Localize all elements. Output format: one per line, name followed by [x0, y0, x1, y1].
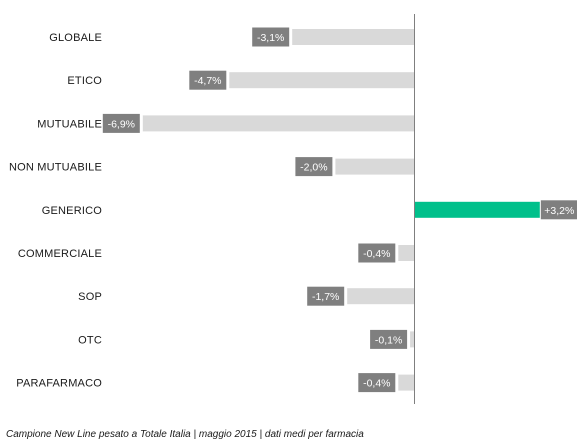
- value-label: -0,4%: [363, 248, 390, 260]
- category-label: GENERICO: [42, 205, 103, 217]
- value-label-box: [295, 157, 333, 177]
- value-label-box: [189, 70, 227, 90]
- value-label: -1,7%: [312, 291, 339, 303]
- value-label: -0,4%: [363, 378, 390, 390]
- bar-globale: [292, 29, 414, 45]
- footnote: Campione New Line pesato a Totale Italia…: [6, 429, 364, 440]
- value-label-box: [358, 373, 396, 393]
- value-label-box: [540, 200, 577, 220]
- category-label: SOP: [78, 291, 102, 303]
- value-label: -3,1%: [257, 32, 284, 44]
- value-label-box: [252, 27, 290, 47]
- value-label-box: [307, 286, 345, 306]
- value-label: -2,0%: [300, 162, 327, 174]
- value-label-box: [370, 329, 408, 349]
- value-label: -4,7%: [194, 75, 221, 87]
- bar-generico: [414, 201, 540, 218]
- category-label: ETICO: [67, 75, 102, 87]
- category-label: COMMERCIALE: [18, 248, 102, 260]
- bar-commerciale: [398, 245, 414, 261]
- bar-etico: [229, 72, 414, 89]
- value-label: +3,2%: [544, 205, 574, 217]
- value-label: -0,1%: [375, 334, 402, 346]
- bar-non-mutuabile: [335, 158, 414, 175]
- value-label: -6,9%: [108, 118, 135, 130]
- category-label: NON MUTUABILE: [9, 162, 102, 174]
- category-label: MUTUABILE: [37, 118, 102, 130]
- bar-otc: [410, 331, 414, 348]
- category-label: OTC: [78, 334, 102, 346]
- bars-layer: [142, 29, 540, 391]
- category-label: GLOBALE: [49, 32, 102, 44]
- value-label-box: [102, 113, 140, 133]
- category-label: PARAFARMACO: [16, 378, 102, 390]
- value-label-box: [358, 243, 396, 263]
- labels-layer: GLOBALE -3,1% ETICO -4,7% MUTUABILE -6,9% NON …: [9, 27, 577, 393]
- bar-chart: GLOBALE -3,1% ETICO -4,7% MUTUABILE -6,9% NON …: [9, 14, 577, 404]
- bar-mutuabile: [142, 115, 415, 132]
- bar-sop: [347, 288, 414, 305]
- bar-parafarmaco: [398, 374, 414, 391]
